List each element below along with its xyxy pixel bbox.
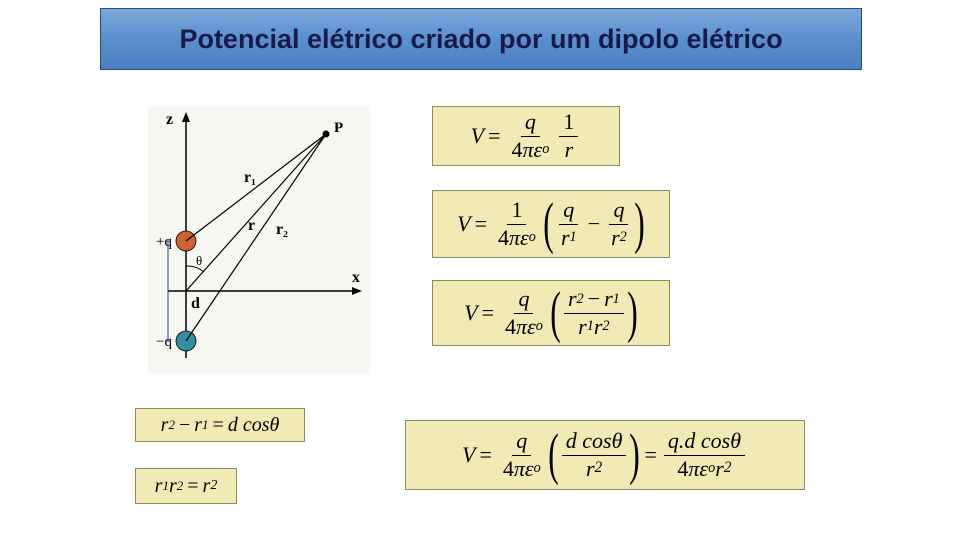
r1-label: r₁ bbox=[244, 169, 256, 186]
eq6-r2: r bbox=[169, 475, 177, 498]
eq6-s2: 2 bbox=[177, 478, 184, 494]
eq5-r2: r bbox=[161, 414, 169, 437]
eq3-eps-sub: o bbox=[536, 319, 543, 335]
equation-final: V = q 4πεo ( d cosθ r2 ) = q.d cosθ 4πεo… bbox=[405, 420, 805, 490]
x-axis-label: x bbox=[352, 269, 360, 286]
eq2-V: V bbox=[457, 211, 470, 237]
eq5-rhs: d cosθ bbox=[228, 414, 279, 437]
eq4-eps-sub2: o bbox=[708, 461, 715, 477]
eq5-r1: r bbox=[194, 414, 202, 437]
eq3-r1ds: 1 bbox=[587, 319, 594, 335]
z-axis-label: z bbox=[166, 111, 173, 128]
equation-common-denom: V = q 4πεo ( r2 − r1 r1r2 ) bbox=[432, 280, 670, 346]
eq1-q: q bbox=[525, 110, 536, 134]
eq3-r1ns: 1 bbox=[613, 292, 620, 308]
eq2-one: 1 bbox=[511, 198, 522, 222]
eq5-s2: 2 bbox=[168, 417, 175, 433]
eq2-eps-sub: o bbox=[529, 230, 536, 246]
eq4-sq2: 2 bbox=[724, 460, 732, 477]
eq2-q1: q bbox=[563, 198, 574, 222]
eq2-r1: r bbox=[561, 226, 570, 250]
eq3-V: V bbox=[464, 300, 477, 326]
theta-label: θ bbox=[196, 253, 202, 268]
eq2-r2: r bbox=[611, 226, 620, 250]
eq3-r1n: r bbox=[604, 287, 613, 311]
eq3-q: q bbox=[518, 287, 529, 311]
r-label: r bbox=[248, 217, 255, 234]
neg-charge-label: −q bbox=[156, 334, 172, 350]
eq4-eps-sub: o bbox=[534, 461, 541, 477]
eq4-V: V bbox=[462, 442, 475, 468]
equation-approx-diff: r2 − r1 = d cosθ bbox=[135, 408, 305, 442]
page-title: Potencial elétrico criado por um dipolo … bbox=[179, 24, 782, 55]
equation-superposition: V = 1 4πεo ( q r1 − q r2 ) bbox=[432, 190, 670, 258]
point-p-label: P bbox=[334, 120, 343, 136]
eq4-r: r bbox=[586, 457, 595, 481]
eq4-r2: r bbox=[715, 457, 724, 481]
r2-label: r₂ bbox=[276, 221, 288, 238]
eq3-r2n: r bbox=[568, 287, 577, 311]
eq3-r2ns: 2 bbox=[577, 292, 584, 308]
eq1-one: 1 bbox=[563, 110, 574, 134]
equation-approx-prod: r1r2 = r2 bbox=[135, 468, 237, 504]
eq2-q2: q bbox=[613, 198, 624, 222]
eq3-r2d: r bbox=[594, 315, 603, 339]
pos-charge-label: +q bbox=[156, 234, 172, 250]
eq6-sq: 2 bbox=[210, 478, 217, 494]
equation-point-charge: V = q 4πεo 1 r bbox=[432, 106, 620, 166]
eq4-sq: 2 bbox=[595, 460, 603, 477]
eq4-num2: q.d cosθ bbox=[668, 429, 741, 453]
eq4-q: q bbox=[516, 429, 527, 453]
eq1-eps-sub: o bbox=[542, 142, 549, 158]
eq3-r2ds: 2 bbox=[602, 319, 609, 335]
eq1-r: r bbox=[565, 138, 574, 162]
eq6-r1: r bbox=[155, 475, 163, 498]
title-bar: Potencial elétrico criado por um dipolo … bbox=[100, 8, 862, 70]
eq2-r1s: 1 bbox=[570, 230, 577, 246]
eq5-s1: 1 bbox=[202, 417, 209, 433]
eq6-r: r bbox=[203, 475, 211, 498]
eq1-V: V bbox=[471, 123, 484, 149]
dipole-diagram: z x +q −q d P θ r₁ r r₂ bbox=[148, 106, 370, 374]
eq3-minus: − bbox=[588, 287, 600, 311]
eq3-r1d: r bbox=[578, 315, 587, 339]
eq5-minus: − bbox=[179, 414, 190, 437]
d-label: d bbox=[191, 295, 200, 312]
eq2-r2s: 2 bbox=[620, 230, 627, 246]
eq4-dcos: d cosθ bbox=[566, 429, 623, 453]
